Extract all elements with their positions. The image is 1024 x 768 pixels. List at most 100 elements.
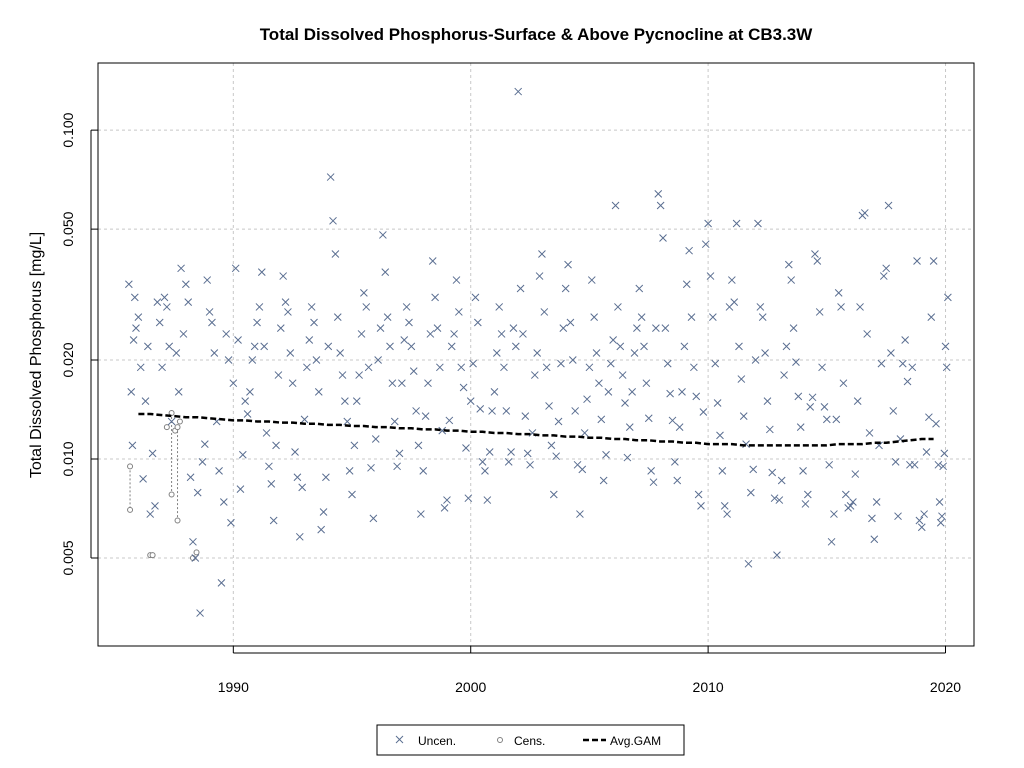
data-point-uncen [139, 475, 147, 483]
data-point-uncen [200, 440, 209, 448]
gam-line [138, 412, 934, 447]
data-point-uncen [599, 476, 608, 485]
data-point-cens [176, 418, 183, 425]
y-tick-label: 0.005 [60, 540, 76, 575]
data-point-uncen [637, 313, 646, 321]
data-point-uncen [412, 407, 420, 415]
data-point-uncen [293, 473, 302, 482]
data-point-uncen [241, 397, 250, 405]
data-point-uncen [298, 483, 307, 492]
data-point-uncen [580, 429, 589, 437]
x-tick-label: 2020 [930, 679, 961, 695]
data-point-uncen [673, 476, 682, 485]
data-point-uncen [371, 435, 380, 443]
data-point-uncen [583, 395, 591, 404]
data-point-uncen [129, 336, 138, 344]
data-point-uncen [222, 330, 231, 338]
data-point-uncen [516, 284, 525, 293]
data-point-uncen [132, 324, 140, 332]
data-point-uncen [692, 392, 701, 401]
data-point-uncen [231, 264, 240, 273]
data-point-uncen [255, 303, 264, 311]
data-point-uncen [267, 480, 276, 488]
data-point-uncen [257, 268, 266, 276]
data-point-uncen [557, 359, 565, 368]
data-point-uncen [414, 441, 423, 450]
data-point-uncen [749, 465, 758, 474]
data-point-uncen [751, 356, 760, 364]
data-point-uncen [248, 356, 257, 364]
data-point-cens [149, 552, 156, 559]
data-point-uncen [284, 308, 292, 316]
data-point-uncen [614, 303, 622, 311]
data-point-uncen [540, 308, 549, 316]
data-point-uncen [417, 510, 425, 518]
data-point-uncen [671, 458, 679, 466]
data-point-uncen [732, 219, 741, 228]
data-point-uncen [324, 342, 333, 351]
data-point-uncen [644, 414, 653, 423]
legend-gam-label: Avg.GAM [610, 734, 661, 748]
data-point-uncen [260, 342, 269, 351]
data-point-uncen [514, 87, 523, 96]
data-point-uncen [801, 500, 810, 508]
data-point-uncen [739, 412, 748, 420]
data-point-uncen [568, 356, 577, 364]
data-point-uncen [625, 423, 634, 431]
data-point-uncen [457, 363, 466, 372]
y-tick-label: 0.050 [60, 211, 76, 246]
data-point-uncen [196, 609, 204, 617]
legend-uncen-icon [395, 735, 404, 744]
data-point-uncen [606, 359, 615, 368]
data-point-uncen [224, 356, 233, 364]
data-point-uncen [609, 336, 618, 344]
data-point-uncen [360, 289, 368, 297]
data-point-uncen [756, 303, 765, 311]
data-point-uncen [884, 201, 893, 210]
x-tick-label: 1990 [218, 679, 249, 695]
data-point-uncen [490, 388, 499, 396]
data-point-uncen [236, 485, 245, 493]
data-point-uncen [917, 523, 926, 532]
y-tick-label: 0.100 [60, 112, 76, 147]
data-point-uncen [649, 478, 658, 487]
data-point-uncen [495, 303, 504, 311]
data-point-uncen [841, 490, 850, 499]
data-point-uncen [768, 468, 777, 477]
data-point-uncen [509, 324, 518, 332]
data-point-uncen [765, 425, 774, 434]
data-point-uncen [656, 201, 665, 210]
y-tick-label: 0.020 [60, 342, 76, 377]
data-point-uncen [934, 460, 943, 469]
data-point-uncen [160, 293, 169, 302]
y-tick-label: 0.010 [60, 441, 76, 476]
data-point-uncen [647, 467, 655, 475]
data-point-uncen [395, 449, 404, 458]
data-point-uncen [706, 272, 715, 280]
data-point-uncen [269, 516, 278, 525]
data-point-uncen [811, 250, 819, 258]
data-point-uncen [561, 284, 570, 293]
data-point-uncen [250, 342, 259, 351]
data-point-uncen [704, 219, 712, 228]
data-point-uncen [215, 467, 223, 475]
data-point-uncen [326, 173, 335, 181]
data-point-uncen [151, 502, 159, 510]
data-point-uncen [794, 392, 803, 401]
data-point-uncen [405, 318, 413, 327]
data-point-uncen [927, 313, 936, 321]
data-point-uncen [128, 441, 137, 450]
data-point-uncen [545, 402, 553, 410]
data-point-uncen [815, 308, 824, 316]
data-point-uncen [827, 537, 836, 546]
data-point-uncen [281, 298, 290, 306]
data-point-uncen [633, 324, 641, 332]
data-point-uncen [367, 463, 375, 472]
data-point-uncen [400, 336, 409, 344]
data-point-uncen [374, 356, 382, 364]
data-point-uncen [735, 342, 743, 351]
data-point-uncen [668, 416, 677, 425]
data-point-uncen [780, 371, 788, 379]
data-point-uncen [433, 324, 442, 332]
data-point-uncen [697, 502, 705, 510]
